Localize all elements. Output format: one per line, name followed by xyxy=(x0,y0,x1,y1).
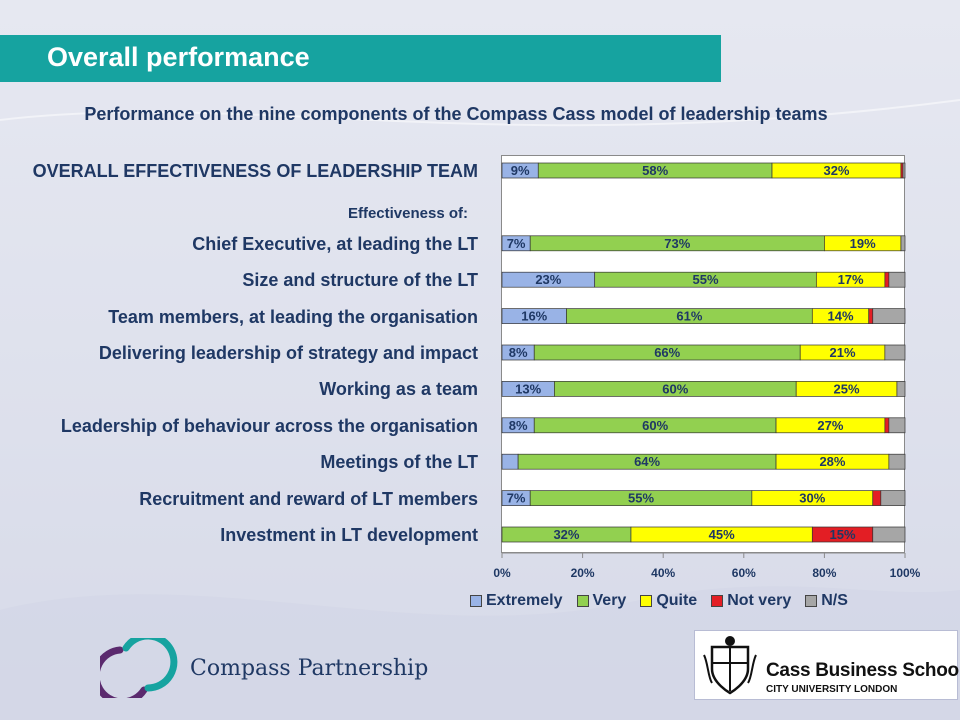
data-label: 7% xyxy=(507,491,526,506)
data-label: 60% xyxy=(662,381,688,396)
x-tick-label: 0% xyxy=(493,566,511,580)
data-label: 28% xyxy=(819,454,845,469)
category-label: OVERALL EFFECTIVENESS OF LEADERSHIP TEAM xyxy=(32,161,478,181)
data-label: 55% xyxy=(692,272,718,287)
bar-segment-n-s xyxy=(896,381,906,397)
legend-label: Quite xyxy=(656,592,698,609)
legend-label: Not very xyxy=(727,592,792,609)
data-label: 73% xyxy=(664,236,690,251)
x-tick-label: 80% xyxy=(812,566,836,580)
x-tick-label: 60% xyxy=(732,566,756,580)
legend-label: N/S xyxy=(821,592,848,609)
category-label: Meetings of the LT xyxy=(320,452,478,473)
bar-segment-n-s xyxy=(888,417,906,434)
data-label: 21% xyxy=(830,345,856,360)
legend-swatch xyxy=(576,595,589,607)
data-label: 23% xyxy=(535,272,561,287)
bar-segment-not-very xyxy=(872,490,882,506)
legend-label: Extremely xyxy=(486,592,563,609)
bar-segment-n-s xyxy=(880,490,906,506)
data-label: 8% xyxy=(509,345,528,360)
category-label: Chief Executive, at leading the LT xyxy=(192,233,478,254)
compass-logo-text: Compass Partnership xyxy=(190,656,429,681)
effectiveness-label: Effectiveness of: xyxy=(347,205,468,222)
bar-segment-n-s xyxy=(872,526,906,543)
data-label: 64% xyxy=(634,454,660,469)
data-label: 45% xyxy=(709,527,735,542)
data-label: 15% xyxy=(830,527,856,542)
bar-segment-n-s xyxy=(900,235,906,252)
bar-segment-n-s xyxy=(902,162,906,179)
data-label: 60% xyxy=(642,418,668,433)
legend-item: Very xyxy=(576,592,627,610)
x-tick-label: 40% xyxy=(651,566,675,580)
data-label: 32% xyxy=(553,527,579,542)
data-label: 25% xyxy=(834,381,860,396)
legend-swatch xyxy=(711,595,724,607)
bar-segment-extremely xyxy=(501,453,519,470)
data-label: 7% xyxy=(507,236,526,251)
legend-item: Quite xyxy=(640,592,697,610)
data-label: 19% xyxy=(850,236,876,251)
chart-legend: Extremely Very Quite Not very N/S xyxy=(470,592,848,610)
legend-item: Extremely xyxy=(470,592,563,610)
legend-swatch xyxy=(470,595,482,607)
bar-segment-n-s xyxy=(872,308,906,324)
data-label: 9% xyxy=(511,163,530,178)
data-label: 17% xyxy=(838,272,864,287)
category-label: Working as a team xyxy=(319,379,478,400)
bar-segment-not-very xyxy=(884,271,890,288)
data-label: 16% xyxy=(521,309,547,324)
category-label: Leadership of behaviour across the organ… xyxy=(60,415,478,436)
bar-segment-n-s xyxy=(884,344,906,361)
data-label: 14% xyxy=(828,309,854,324)
bar-segment-not-very xyxy=(884,417,890,434)
bar-segment-n-s xyxy=(888,453,906,470)
cass-crest-icon xyxy=(703,636,757,695)
category-label: Team members, at leading the organisatio… xyxy=(108,306,478,327)
data-label: 32% xyxy=(823,163,849,178)
data-label: 66% xyxy=(654,345,680,360)
cass-logo-subtitle: CITY UNIVERSITY LONDON xyxy=(766,684,898,695)
data-label: 55% xyxy=(628,491,654,506)
legend-item: Not very xyxy=(711,592,791,610)
cass-logo-name: Cass Business School xyxy=(766,660,960,681)
category-label: Recruitment and reward of LT members xyxy=(139,488,478,509)
bar-segment-not-very xyxy=(868,308,874,324)
data-label: 30% xyxy=(799,491,825,506)
data-label: 61% xyxy=(676,309,702,324)
data-label: 58% xyxy=(642,163,668,178)
legend-label: Very xyxy=(592,592,627,609)
x-tick-label: 20% xyxy=(571,566,595,580)
data-label: 8% xyxy=(509,418,528,433)
page-title: Overall performance xyxy=(47,42,310,72)
bar-segment-n-s xyxy=(888,271,906,288)
data-label: 27% xyxy=(817,418,843,433)
compass-logo-icon xyxy=(100,638,178,698)
data-label: 13% xyxy=(515,381,541,396)
category-label: Delivering leadership of strategy and im… xyxy=(98,343,478,363)
x-tick-label: 100% xyxy=(890,566,921,580)
legend-swatch xyxy=(805,595,818,607)
category-label: Size and structure of the LT xyxy=(242,270,478,291)
header-bar xyxy=(0,35,721,82)
category-label: Investment in LT development xyxy=(220,525,478,545)
chart-subtitle: Performance on the nine components of th… xyxy=(84,104,828,124)
legend-swatch xyxy=(640,595,653,607)
legend-item: N/S xyxy=(805,592,848,610)
